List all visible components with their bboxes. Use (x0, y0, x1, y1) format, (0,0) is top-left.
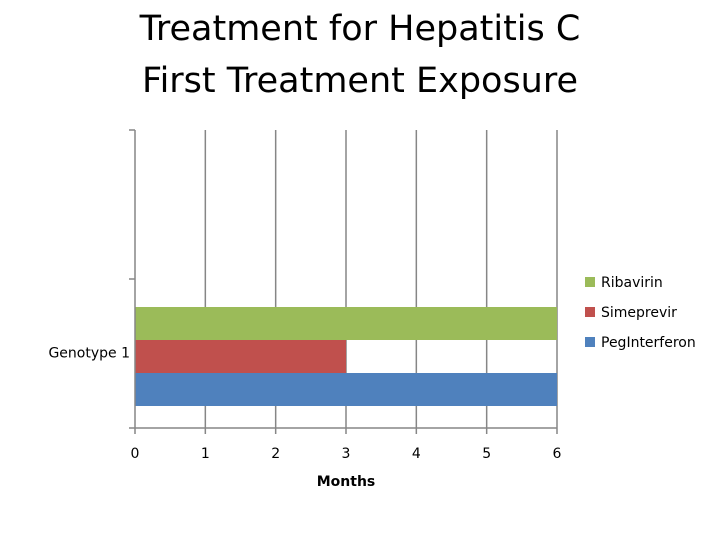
y-category-label: Genotype 1 (48, 346, 130, 362)
legend-label-ribavirin: Ribavirin (601, 275, 663, 291)
x-tick-label-4: 4 (412, 446, 421, 462)
x-tick-label-0: 0 (131, 446, 140, 462)
axes (129, 129, 558, 434)
chart-title-line-1: Treatment for Hepatitis C (139, 9, 581, 49)
legend-label-peginterferon: PegInterferon (601, 335, 696, 351)
y-tick-labels: Genotype 1 (48, 346, 130, 362)
x-axis-label: Months (317, 474, 376, 490)
legend-swatch-simeprevir (585, 307, 595, 317)
legend-swatch-peginterferon (585, 337, 595, 347)
bar-ribavirin (135, 307, 557, 340)
legend-label-simeprevir: Simeprevir (601, 305, 677, 321)
x-tick-label-5: 5 (482, 446, 491, 462)
bar-peginterferon (135, 373, 557, 406)
legend: Ribavirin Simeprevir PegInterferon (585, 275, 696, 351)
x-tick-label-3: 3 (342, 446, 351, 462)
legend-swatch-ribavirin (585, 277, 595, 287)
x-tick-label-6: 6 (553, 446, 562, 462)
bar-simeprevir (135, 340, 346, 373)
x-tick-label-1: 1 (201, 446, 210, 462)
x-tick-labels: 0 1 2 3 4 5 6 (131, 446, 562, 462)
bars (135, 307, 557, 406)
x-tick-label-2: 2 (271, 446, 280, 462)
chart-title-line-2: First Treatment Exposure (141, 61, 579, 101)
